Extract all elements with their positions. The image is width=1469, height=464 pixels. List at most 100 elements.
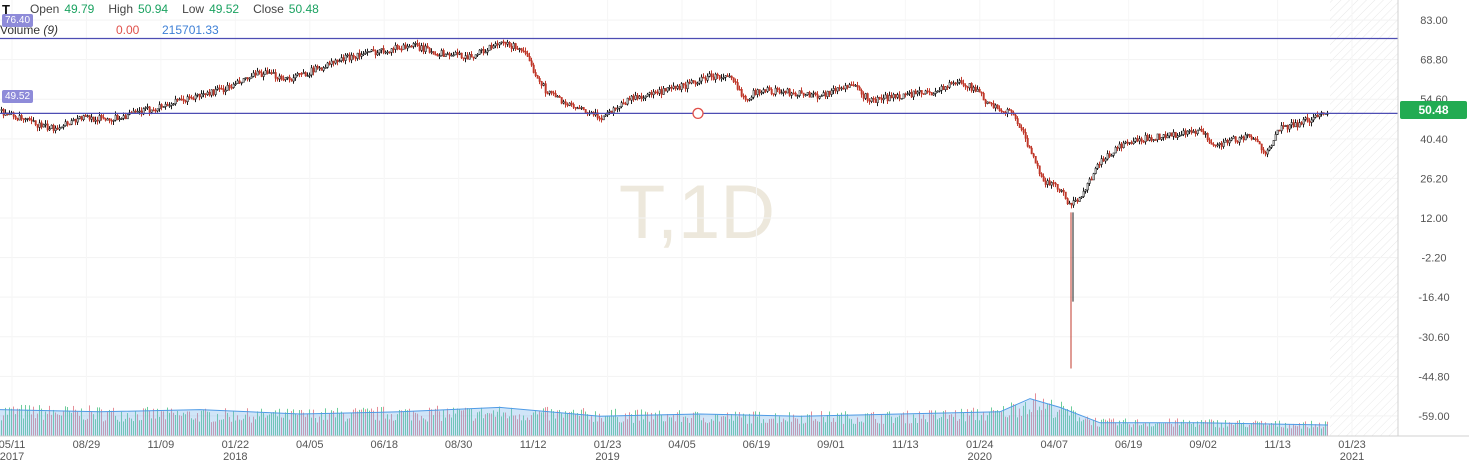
volume-bar: [909, 423, 910, 436]
volume-bar: [755, 411, 756, 436]
volume-bar: [345, 421, 346, 436]
volume-bar: [1139, 425, 1140, 436]
volume-bar: [727, 412, 728, 436]
lower-line-tag[interactable]: 49.52: [2, 90, 34, 103]
candle-body: [322, 67, 325, 71]
volume-bar: [257, 411, 258, 436]
volume-bar: [825, 422, 826, 436]
volume-bar: [1281, 427, 1282, 436]
volume-bar: [323, 419, 324, 436]
symbol-name[interactable]: T: [2, 1, 10, 17]
x-tick-label: 01/23: [594, 439, 622, 451]
volume-bar: [725, 416, 726, 436]
volume-bar: [263, 413, 264, 436]
volume-bar: [665, 421, 666, 436]
candle-body: [1088, 178, 1091, 184]
candle-body: [386, 51, 389, 54]
volume-bar: [223, 419, 224, 436]
candle-body: [244, 77, 247, 79]
volume-bar: [1077, 421, 1078, 436]
candle-body: [316, 65, 319, 69]
volume-bar: [1229, 422, 1230, 436]
candle-body: [1264, 151, 1267, 155]
candle-body: [694, 81, 697, 85]
y-tick-label: 68.80: [1420, 55, 1448, 67]
volume-bar: [637, 409, 638, 436]
volume-bar: [473, 420, 474, 436]
candle-body: [688, 81, 691, 84]
volume-bar: [961, 408, 962, 436]
volume-bar: [41, 408, 42, 436]
candle-body: [732, 77, 735, 82]
volume-bar: [1245, 426, 1246, 436]
volume-bar: [841, 412, 842, 436]
volume-bar: [1217, 420, 1218, 436]
x-tick-label: 04/05: [668, 439, 696, 451]
volume-bar: [437, 405, 438, 436]
volume-bar: [1309, 428, 1310, 436]
candle-body: [1122, 142, 1125, 148]
volume-bar: [93, 414, 94, 436]
candle-body: [256, 70, 259, 76]
volume-bar: [503, 412, 504, 436]
y-tick-label: 12.00: [1420, 213, 1448, 225]
volume-bar: [1307, 427, 1308, 436]
volume-bar: [371, 408, 372, 436]
volume-bar: [945, 410, 946, 436]
volume-bar: [553, 411, 554, 436]
volume-bar: [1167, 423, 1168, 436]
candle-body: [1102, 158, 1105, 162]
candle-body: [638, 95, 641, 99]
volume-bar: [159, 416, 160, 436]
upper-line-tag[interactable]: 76.40: [2, 14, 34, 27]
volume-bar: [613, 416, 614, 436]
volume-bar: [1293, 423, 1294, 436]
volume-bar: [983, 411, 984, 436]
volume-bar: [145, 408, 146, 436]
candle-body: [622, 102, 625, 105]
candle-body: [298, 73, 301, 75]
volume-bar: [539, 411, 540, 436]
volume-bar: [601, 418, 602, 436]
line-anchor-marker[interactable]: [692, 107, 704, 120]
candle-body: [982, 92, 985, 101]
y-tick-label: 83.00: [1420, 15, 1448, 27]
candle-body: [210, 89, 213, 96]
candle-body: [634, 95, 637, 100]
volume-bar: [125, 418, 126, 436]
candle-body: [998, 108, 1001, 111]
volume-bar: [691, 417, 692, 436]
volume-bar: [341, 411, 342, 436]
volume-bar: [385, 418, 386, 436]
volume-bar: [1211, 419, 1212, 436]
volume-bar: [489, 413, 490, 436]
candle-body: [292, 77, 295, 82]
candle-body: [790, 92, 793, 96]
volume-bar: [869, 415, 870, 436]
candle-body: [550, 90, 553, 94]
candle-body: [134, 110, 137, 113]
candle-body: [936, 90, 939, 93]
volume-bar: [171, 408, 172, 436]
candle-body: [722, 76, 725, 79]
volume-bar: [907, 410, 908, 436]
volume-bar: [1075, 411, 1076, 436]
volume-bar: [709, 422, 710, 436]
volume-bar: [405, 409, 406, 436]
candle-body: [1204, 133, 1207, 135]
volume-bar: [289, 419, 290, 436]
volume-bar: [85, 420, 86, 436]
candle-body: [636, 95, 639, 99]
volume-bar: [519, 414, 520, 436]
candle-body: [794, 92, 797, 97]
volume-bar: [1321, 428, 1322, 436]
volume-bar: [49, 405, 50, 436]
volume-bar: [1241, 423, 1242, 436]
volume-bar: [967, 409, 968, 436]
volume-bar: [633, 422, 634, 436]
candle-body: [222, 88, 225, 93]
volume-bar: [1265, 422, 1266, 436]
candle-body: [1258, 141, 1261, 145]
volume-bar: [655, 412, 656, 436]
